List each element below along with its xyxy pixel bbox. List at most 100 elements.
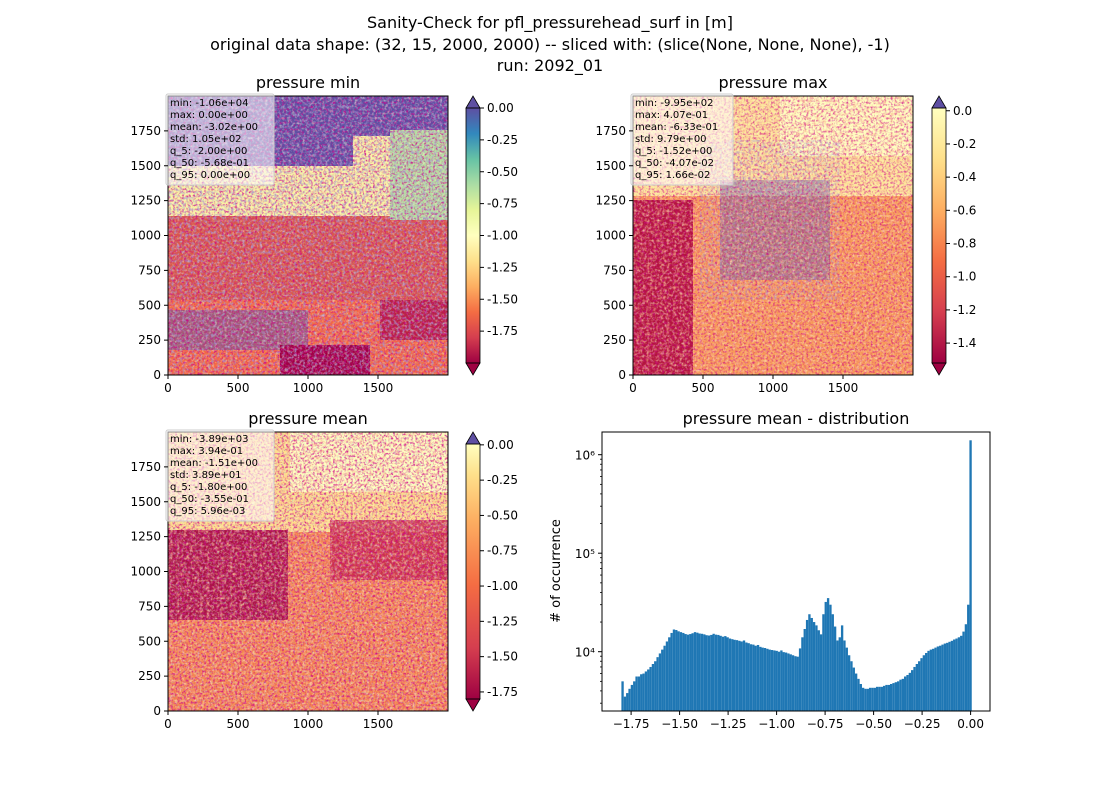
heatmap-pressure-mean: pressure mean min: -3.89e+03 max: 3.94e-… (165, 409, 481, 712)
y-tick-label: 0 (153, 368, 161, 382)
histogram-bar (817, 630, 820, 711)
histogram-bar (815, 625, 818, 711)
histogram-bar (672, 629, 676, 711)
histogram-bar (684, 634, 687, 711)
x-tick-label: −0.25 (904, 717, 941, 731)
histogram-bar (911, 670, 914, 711)
histogram-bar (763, 648, 767, 711)
colorbar-tick-label: -0.8 (953, 237, 976, 251)
histogram-bar (693, 632, 697, 711)
histogram-frame (601, 431, 991, 712)
histogram-bar (784, 652, 788, 711)
colorbar-tick-label: 0.00 (487, 101, 514, 115)
y-tick-label: 250 (138, 669, 161, 683)
histogram-bar (913, 666, 916, 711)
stats-line: q_5: -1.80e+00 (170, 482, 247, 493)
histogram-bar (644, 671, 648, 711)
x-tick-label: 500 (227, 717, 250, 731)
colorbar-tick-label: -1.75 (487, 324, 518, 338)
y-tick-label: 250 (138, 333, 161, 347)
histogram-bar (829, 604, 832, 711)
y-tick-label: 1250 (595, 194, 626, 208)
histogram-bar (656, 657, 659, 711)
histogram-bar (864, 688, 867, 711)
figure-title: Sanity-Check for pfl_pressurehead_surf i… (367, 13, 733, 32)
x-tick-label: 1500 (363, 717, 394, 731)
y-tick-label: 1000 (130, 565, 161, 579)
x-tick-label: −1.00 (758, 717, 795, 731)
histogram-bar (833, 626, 837, 711)
colorbar-tick-label: -0.75 (487, 544, 518, 558)
y-tick-label: 1750 (130, 460, 161, 474)
histogram-bar (967, 604, 970, 711)
histogram-bar (733, 639, 736, 711)
histogram-bar (651, 664, 655, 711)
colorbar-tick-label: -0.4 (953, 170, 976, 184)
histogram-bar (920, 658, 923, 711)
y-tick-label: 10⁶ (575, 449, 595, 463)
y-tick-label: 1000 (130, 229, 161, 243)
histogram-bar (663, 645, 666, 711)
histogram-bar (759, 646, 762, 711)
colorbar-tick-label: -1.50 (487, 650, 518, 664)
histogram-bar (936, 646, 940, 711)
y-tick-label: 1500 (130, 495, 161, 509)
histogram-bar (861, 687, 865, 711)
histogram-title: pressure mean - distribution (683, 409, 910, 428)
histogram-bar (787, 653, 790, 711)
histogram-bar (642, 673, 645, 711)
histogram-bar (843, 640, 846, 711)
histogram-bar (918, 661, 921, 711)
y-tick-label: 0 (618, 368, 626, 382)
x-tick-label: −1.50 (661, 717, 698, 731)
x-tick-label: 0 (629, 381, 637, 395)
y-tick-label: 500 (603, 298, 626, 312)
y-tick-label: 750 (138, 263, 161, 277)
histogram-bar (686, 634, 690, 711)
histogram-bar (647, 669, 650, 711)
stats-line: max: 3.94e-01 (170, 446, 243, 457)
histogram-bar (892, 683, 895, 711)
colorbar-max (931, 95, 947, 376)
histogram-bar (714, 634, 718, 711)
histogram-bar (719, 635, 722, 711)
histogram-bar (728, 638, 732, 711)
histogram-bar (948, 641, 951, 711)
histogram-bar (927, 650, 930, 711)
histogram-bar (955, 638, 958, 711)
y-tick-label: 750 (603, 263, 626, 277)
stats-line: min: -1.06e+04 (170, 98, 249, 109)
colorbar-tick-label: -1.75 (487, 685, 518, 699)
histogram-bar (803, 628, 806, 711)
colorbar-tick-label: -1.25 (487, 260, 518, 274)
stats-box-max: min: -9.95e+02 max: 4.07e-01 mean: -6.33… (630, 93, 734, 186)
histogram-bar (854, 673, 858, 711)
histogram-bar (801, 637, 804, 711)
histogram-bar (840, 625, 844, 711)
histogram-bar (724, 636, 727, 711)
stats-box-mean: min: -3.89e+03 max: 3.94e-01 mean: -1.51… (165, 429, 275, 522)
histogram-bar (735, 640, 739, 711)
histogram-bar (740, 641, 743, 711)
heatmap-pressure-max: pressure max min: -9.95e+02 max: 4.07e-0… (630, 73, 947, 376)
histogram-bar (897, 681, 900, 711)
histogram-panel: pressure mean - distribution # of occurr… (549, 409, 991, 712)
y-tick-label: 1250 (130, 194, 161, 208)
colorbar-extend-bottom (931, 362, 947, 376)
x-tick-label: −0.50 (855, 717, 892, 731)
histogram-bar (766, 648, 769, 711)
histogram-bar (915, 664, 919, 711)
histogram-bar (770, 650, 774, 711)
colorbar-tick-label: -0.50 (487, 508, 518, 522)
colorbar-tick-label: -0.75 (487, 197, 518, 211)
histogram-bar (878, 686, 881, 711)
y-tick-label: 1500 (595, 159, 626, 173)
histogram-bar (812, 622, 816, 711)
histogram-bar (717, 634, 720, 711)
y-tick-label: 1750 (130, 124, 161, 138)
histogram-bar (957, 637, 961, 711)
y-tick-label: 1250 (130, 530, 161, 544)
colorbar-extend-top (931, 95, 947, 109)
histogram-bar (703, 634, 706, 711)
histogram-bar (796, 656, 799, 711)
